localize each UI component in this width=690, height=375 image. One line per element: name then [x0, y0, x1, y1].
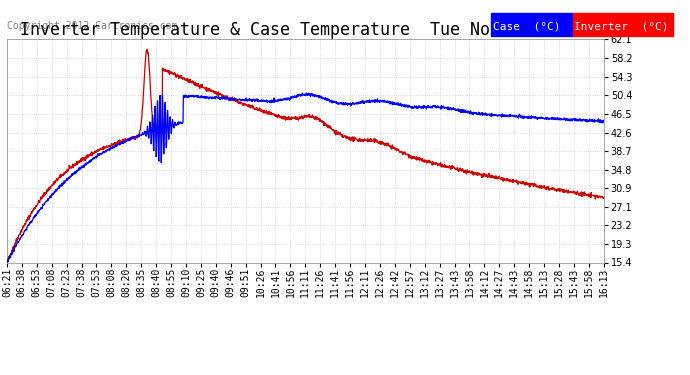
- Text: Inverter  (°C): Inverter (°C): [574, 22, 669, 32]
- Text: Case  (°C): Case (°C): [493, 22, 560, 32]
- Text: Copyright 2012 Cartronics.com: Copyright 2012 Cartronics.com: [7, 21, 177, 32]
- Title: Inverter Temperature & Case Temperature  Tue Nov 6  16:27: Inverter Temperature & Case Temperature …: [20, 21, 591, 39]
